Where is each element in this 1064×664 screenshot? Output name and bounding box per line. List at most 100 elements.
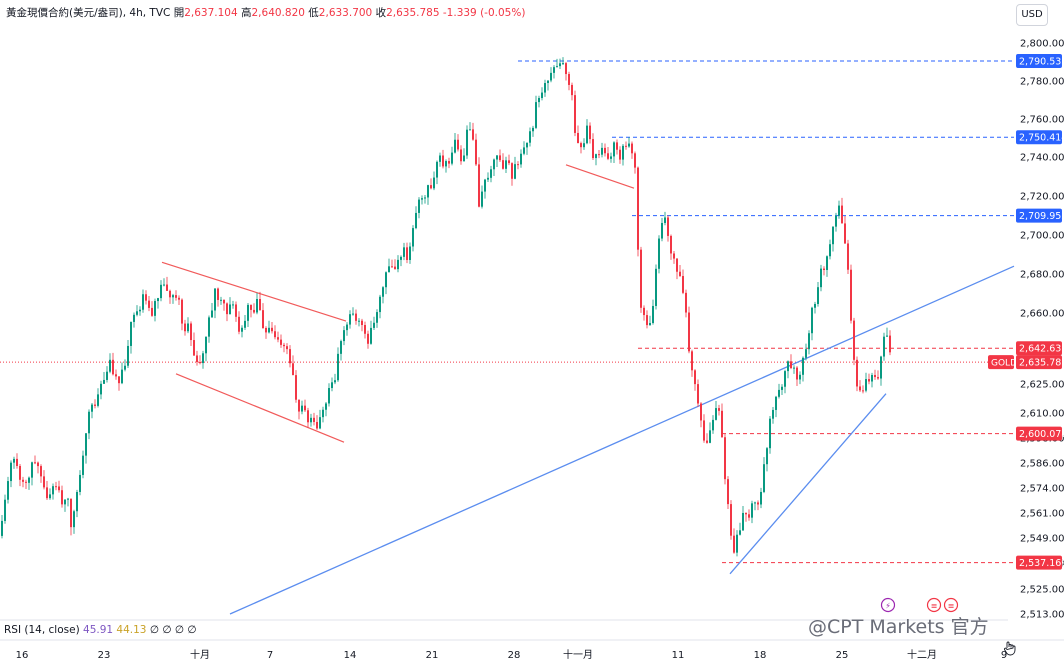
- candle-body: [349, 314, 351, 325]
- candle-body: [331, 382, 333, 389]
- candle-body: [697, 384, 699, 404]
- candle-body: [250, 304, 252, 310]
- candle-body: [838, 205, 840, 216]
- candle-body: [736, 534, 738, 553]
- candle-body: [466, 129, 468, 156]
- candle-body: [268, 327, 270, 333]
- candle-body: [424, 197, 426, 199]
- candle-body: [34, 462, 36, 464]
- candle-body: [31, 462, 33, 478]
- candle-body: [64, 499, 66, 505]
- rsi-value-1: 45.91: [83, 624, 114, 636]
- candle-body: [781, 386, 783, 390]
- channel-lower-line: [175, 373, 345, 443]
- change-value: -1.339 (-0.05%): [442, 7, 526, 19]
- candle-body: [760, 491, 762, 505]
- candle-body: [829, 244, 831, 257]
- candle-body: [397, 259, 399, 270]
- support-trendline: [729, 393, 887, 575]
- us-flag-event-icon-glyph: ≡: [948, 602, 955, 611]
- candle-body: [811, 307, 813, 334]
- candle-body: [832, 226, 834, 245]
- open-label: 開: [173, 7, 185, 19]
- candle-body: [199, 362, 201, 364]
- y-tick-label: 2,574.000: [1020, 484, 1064, 495]
- candle-body: [742, 512, 744, 531]
- candle-body: [724, 437, 726, 480]
- candle-body: [457, 139, 459, 150]
- candle-body: [544, 83, 546, 93]
- candle-body: [607, 153, 609, 159]
- candle-body: [58, 486, 60, 491]
- candle-body: [361, 320, 363, 326]
- price-level-tag: [1016, 341, 1062, 356]
- candle-body: [148, 300, 150, 308]
- candle-body: [208, 317, 210, 337]
- candle-body: [493, 159, 495, 170]
- flag-line: [565, 164, 635, 189]
- candle-body: [430, 185, 432, 189]
- candle-body: [715, 408, 717, 420]
- candle-body: [169, 290, 171, 298]
- x-tick-label: 十月: [190, 648, 210, 661]
- candle-body: [427, 185, 429, 198]
- candle-body: [538, 98, 540, 103]
- us-flag-event-icon: [926, 597, 942, 613]
- candle-body: [154, 301, 156, 316]
- candle-body: [745, 512, 747, 515]
- candle-body: [529, 131, 531, 143]
- candle-body: [43, 476, 45, 488]
- candle-body: [142, 294, 144, 310]
- candle-body: [304, 405, 306, 411]
- candle-body: [352, 313, 354, 315]
- candle-body: [25, 481, 27, 483]
- candle-body: [400, 256, 402, 260]
- candle-body: [583, 143, 585, 148]
- candle-body: [817, 287, 819, 304]
- candle-body: [541, 92, 543, 99]
- candle-body: [475, 139, 477, 165]
- candle-body: [571, 84, 573, 96]
- candle-body: [61, 490, 63, 505]
- candle-body: [442, 155, 444, 167]
- candle-body: [880, 356, 882, 379]
- candle-body: [751, 503, 753, 518]
- candle-body: [589, 125, 591, 140]
- candle-body: [28, 477, 30, 483]
- symbol-tag: [988, 355, 1014, 370]
- candle-body: [478, 164, 480, 207]
- candle-body: [13, 458, 15, 463]
- candle-body: [655, 268, 657, 306]
- candle-body: [631, 143, 633, 154]
- currency-button[interactable]: USD: [1016, 4, 1048, 26]
- candle-body: [856, 359, 858, 387]
- candle-body: [394, 266, 396, 270]
- candle-body: [220, 299, 222, 301]
- candle-body: [19, 465, 21, 480]
- candle-body: [133, 314, 135, 322]
- candle-body: [445, 161, 447, 167]
- candle-body: [373, 322, 375, 328]
- channel-upper-line: [161, 261, 347, 322]
- candle-body: [865, 379, 867, 391]
- candle-body: [769, 418, 771, 449]
- y-tick-label: 2,586.000: [1020, 459, 1064, 470]
- open-value: 2,637.104: [184, 7, 238, 19]
- y-tick-label: 2,780.000: [1020, 77, 1064, 88]
- candle-body: [115, 374, 117, 377]
- candle-body: [598, 154, 600, 156]
- candle-body: [163, 284, 165, 286]
- candle-body: [754, 502, 756, 504]
- candle-body: [601, 147, 603, 155]
- candle-body: [406, 247, 408, 261]
- candle-body: [550, 72, 552, 81]
- lightning-event-icon: [880, 597, 896, 613]
- candle-body: [76, 491, 78, 512]
- candle-body: [145, 294, 147, 301]
- candle-body: [226, 303, 228, 315]
- candle-body: [193, 340, 195, 356]
- candle-body: [235, 304, 237, 317]
- candle-body: [160, 284, 162, 299]
- candle-body: [676, 258, 678, 272]
